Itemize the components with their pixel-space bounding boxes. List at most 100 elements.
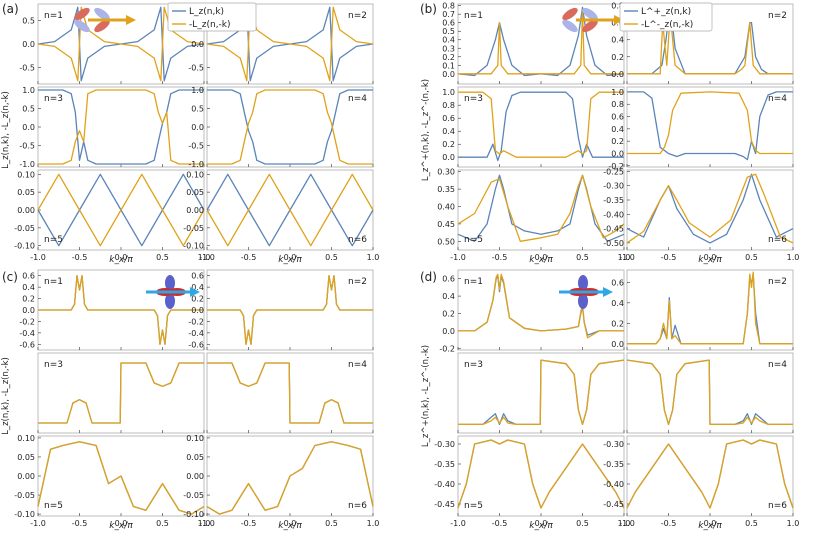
x-tick-label: 1.0 (198, 519, 211, 528)
y-tick-label: -0.2 (608, 162, 624, 171)
y-tick-label: 0.00 (186, 472, 204, 481)
band-label: n=1 (44, 11, 63, 21)
series-line-orange (206, 173, 374, 247)
y-tick-label: 0.4 (611, 36, 624, 45)
legend-b-item-1: L^+_z(n,k) (641, 7, 691, 17)
band-label: n=5 (44, 235, 63, 245)
series-line-blue (457, 174, 625, 242)
y-tick-label: 0.8 (611, 100, 624, 109)
x-tick-label: -0.5 (241, 519, 257, 528)
y-tick-label: -0.50 (603, 239, 624, 248)
y-tick-label: -0.05 (183, 491, 204, 500)
x-tick-label: 0.0 (284, 519, 297, 528)
y-tick-label: 0.40 (437, 203, 455, 212)
y-tick-label: 0.3 (442, 44, 455, 53)
y-tick-label: -0.10 (14, 242, 35, 251)
orbital-icon-b (562, 7, 624, 33)
x-tick-label: -0.5 (492, 519, 508, 528)
panel-d-4: n=4 (626, 352, 794, 434)
legend-b-item-2: -L^-_z(n,-k) (641, 20, 693, 30)
x-tick-label: -0.5 (241, 253, 257, 262)
legend-a-item-1: L_z(n,k) (189, 7, 224, 17)
y-tick-label: 0.2 (442, 309, 455, 318)
band-label: n=6 (768, 235, 787, 245)
y-tick-label: -0.2 (188, 317, 204, 326)
y-tick-label: 0.0 (611, 149, 624, 158)
y-tick-label: 0.2 (611, 319, 624, 328)
y-tick-label: -0.35 (603, 460, 624, 469)
y-tick-label: -0.05 (183, 224, 204, 233)
series-line-orange (207, 275, 373, 345)
chart-b: L_z^+(n,k), -L_z^-(n,-k)k_x/π k_x/π0.00.1… (421, 2, 799, 265)
y-tick-label: 0.00 (17, 206, 35, 215)
y-tick-label: -0.30 (603, 182, 624, 191)
y-tick-label: 0.6 (442, 114, 455, 123)
y-tick-label: 0.0 (442, 70, 455, 79)
x-tick-label: 0.0 (704, 253, 717, 262)
x-axis-label-b-0: k_x/π (529, 255, 553, 265)
y-tick-label: 0.4 (442, 292, 455, 301)
y-tick-label: 0.0 (442, 327, 455, 336)
y-tick-label: 0.30 (437, 168, 455, 177)
y-tick-label: -0.10 (183, 510, 204, 519)
y-tick-label: 0.6 (611, 113, 624, 122)
x-tick-label: 0.5 (745, 253, 758, 262)
series-line-orange (206, 6, 374, 82)
plot-area: L_z(n,k), -L_z(n,-k)k_x/π k_x/π-0.50.00.5… (1, 2, 799, 531)
y-tick-label: 0.35 (437, 185, 455, 194)
y-tick-label: 0.10 (186, 434, 204, 443)
band-label: n=6 (348, 501, 367, 511)
series-line-blue (458, 91, 624, 162)
chart-a: L_z(n,k), -L_z(n,-k) k_x/π k_x/π -0.5 0.0 0.5… (1, 3, 380, 265)
y-tick-label: 0.0 (22, 306, 35, 315)
x-tick-label: 1.0 (787, 253, 800, 262)
y-tick-label: 0.0 (611, 340, 624, 349)
x-axis-label-d-1: k_x/π (698, 521, 722, 531)
x-tick-label: 1.0 (367, 253, 380, 262)
y-tick-label: 0.0 (191, 123, 204, 132)
x-axis-label-a-0: k_x/π (109, 255, 133, 265)
x-tick-label: 0.0 (704, 519, 717, 528)
panel-b-6: -0.50 -0.45 -0.40 -0.35 -0.30 -0.25 -1.0 -0.5 0.… (603, 167, 799, 262)
y-tick-label: 0.4 (191, 283, 204, 292)
y-tick-label: 0.05 (186, 453, 204, 462)
x-tick-label: 1.0 (618, 253, 631, 262)
y-tick-label: 0.5 (442, 27, 455, 36)
orbital-icon-c (146, 275, 200, 309)
x-tick-label: -1.0 (199, 519, 215, 528)
panel-d-3: n=3 (457, 352, 625, 434)
y-tick-label: -0.25 (603, 167, 624, 176)
y-tick-label: -1.0 (188, 160, 204, 169)
series-line-orange (458, 273, 624, 339)
y-tick-label: -0.35 (434, 460, 455, 469)
series-line-orange (626, 359, 793, 426)
panel-b-1: 0.00.10.20.30.40.50.60.70.8n=1 (442, 2, 625, 85)
series-line-orange (626, 173, 794, 244)
panel-c-2: -0.6 -0.4 -0.2 0.0 0.2 0.4 0.6 n=2 (188, 269, 374, 351)
y-tick-label: 0.4 (611, 125, 624, 134)
series-line-blue (626, 173, 794, 244)
panel-a-4: -1.0 -0.5 0.0 0.5 1.0 n=4 (188, 86, 374, 169)
y-tick-label: 0.2 (22, 295, 35, 304)
band-label: n=5 (464, 501, 483, 511)
y-tick-label: 0.05 (17, 188, 35, 197)
series-line-orange (626, 439, 794, 509)
series-line-orange (457, 174, 625, 242)
y-tick-label: 0.0 (191, 306, 204, 315)
y-tick-label: 0.2 (442, 53, 455, 62)
y-tick-label: 0.5 (22, 104, 35, 113)
x-tick-label: -0.5 (492, 253, 508, 262)
band-label: n=5 (464, 235, 483, 245)
figure-label-d: (d) (420, 270, 437, 284)
series-line-blue (457, 439, 625, 509)
series-line-orange (207, 89, 373, 165)
orbital-icon-a (74, 7, 136, 33)
y-tick-label: -0.5 (19, 142, 35, 151)
series-line-orange (458, 9, 624, 75)
panel-a-5: -0.10 -0.05 0.00 0.05 0.10 -1.0 -0.5 0.0 0.5 1.0 n… (14, 169, 210, 262)
panel-d-6: -0.45-0.40-0.35-0.30-1.0 -0.5 0.0 0.5 1.0n=6 (603, 435, 799, 528)
y-tick-label: -0.45 (434, 500, 455, 509)
y-tick-label: -0.5 (19, 64, 35, 73)
y-tick-label: 0.0 (442, 153, 455, 162)
